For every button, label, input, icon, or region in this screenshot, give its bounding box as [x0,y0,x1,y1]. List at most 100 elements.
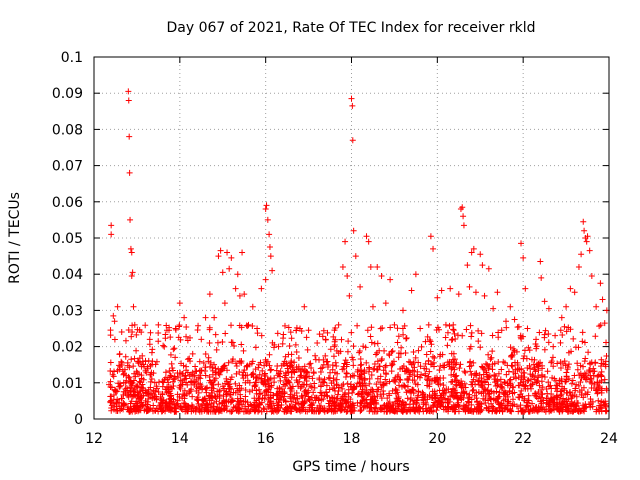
baseline-point [378,395,385,402]
baseline-point [597,402,604,409]
data-point [269,267,276,274]
baseline-point [559,400,566,407]
baseline-point [481,379,488,386]
baseline-point [288,385,295,392]
baseline-point [487,356,494,363]
baseline-point [255,364,262,371]
baseline-point [509,390,516,397]
baseline-point [326,403,333,410]
baseline-point [431,363,438,370]
baseline-point [445,403,452,410]
y-tick-label: 0.07 [52,159,83,175]
data-point [217,247,224,254]
baseline-point [217,407,224,414]
baseline-point [594,386,601,393]
baseline-point [468,381,475,388]
baseline-point [288,374,295,381]
baseline-point [496,405,503,412]
baseline-point [588,376,595,383]
baseline-point [296,374,303,381]
baseline-point [518,387,525,394]
baseline-point [534,377,541,384]
baseline-point [601,376,608,383]
baseline-point [361,370,368,377]
baseline-point [361,382,368,389]
baseline-point [114,407,121,414]
baseline-point [530,373,537,380]
data-point [219,269,226,276]
baseline-point [384,404,391,411]
baseline-point [212,331,219,338]
data-point [468,249,475,256]
data-point [588,273,595,280]
baseline-point [118,328,125,335]
baseline-point [376,363,383,370]
baseline-point [228,339,235,346]
baseline-point [108,397,115,404]
data-point [601,320,608,327]
baseline-point [541,346,548,353]
baseline-point [282,353,289,360]
baseline-point [379,324,386,331]
baseline-point [261,362,268,369]
baseline-point [494,377,501,384]
data-point [571,289,578,296]
baseline-point [531,356,538,363]
baseline-point [356,390,363,397]
baseline-point [404,375,411,382]
baseline-point [340,363,347,370]
data-point [459,204,466,211]
baseline-point [183,375,190,382]
baseline-point [495,370,502,377]
baseline-point [205,408,212,415]
baseline-point [354,322,361,329]
baseline-point [561,323,568,330]
baseline-point [325,374,332,381]
baseline-point [150,387,157,394]
data-point [108,222,115,229]
baseline-point [206,326,213,333]
baseline-point [297,385,304,392]
baseline-point [276,384,283,391]
baseline-point [396,382,403,389]
baseline-point [329,384,336,391]
baseline-point [171,345,178,352]
baseline-point [329,362,336,369]
data-point [176,300,183,307]
baseline-point [284,380,291,387]
baseline-point [354,368,361,375]
baseline-point [183,323,190,330]
baseline-point [574,360,581,367]
baseline-point [400,402,407,409]
baseline-point [124,362,131,369]
baseline-point [215,366,222,373]
baseline-point [429,353,436,360]
baseline-point [444,329,451,336]
baseline-point [459,332,466,339]
baseline-point [498,383,505,390]
baseline-point [474,398,481,405]
baseline-point [131,386,138,393]
baseline-point [206,393,213,400]
baseline-point [485,391,492,398]
baseline-point [388,348,395,355]
data-point [425,321,432,328]
baseline-point [586,367,593,374]
x-tick-label: 16 [257,431,275,447]
baseline-point [478,363,485,370]
baseline-point [364,391,371,398]
baseline-point [537,359,544,366]
baseline-point [227,376,234,383]
data-point [172,325,179,332]
baseline-point [368,339,375,346]
baseline-point [488,354,495,361]
data-point [346,292,353,299]
baseline-point [598,368,605,375]
baseline-point [417,363,424,370]
baseline-point [368,324,375,331]
data-point [138,329,145,336]
baseline-point [132,373,139,380]
baseline-point [379,405,386,412]
baseline-point [535,389,542,396]
baseline-point [581,339,588,346]
